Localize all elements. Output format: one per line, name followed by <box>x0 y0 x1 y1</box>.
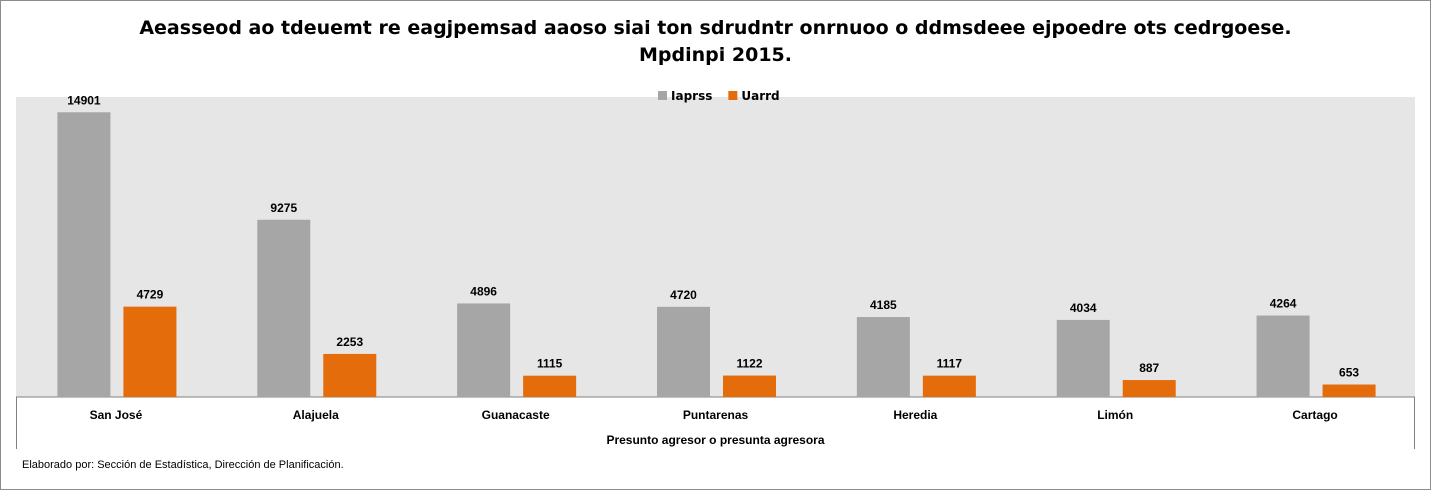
bar-1-2 <box>523 375 577 397</box>
bar-1-6 <box>1322 384 1376 397</box>
data-label-0-5: 4034 <box>1070 301 1097 315</box>
bar-0-3 <box>657 306 710 397</box>
data-label-0-6: 4264 <box>1270 297 1297 311</box>
bar-1-3 <box>723 375 776 397</box>
legend-label-0: Iaprss <box>671 89 712 103</box>
bar-1-0 <box>123 306 177 397</box>
data-label-0-3: 4720 <box>670 288 697 302</box>
bar-0-2 <box>457 303 511 397</box>
x-tick-label-4: Heredia <box>893 408 937 422</box>
data-label-0-0: 14901 <box>67 93 101 107</box>
data-label-1-5: 887 <box>1139 361 1159 375</box>
bar-0-4 <box>856 317 910 397</box>
bar-0-6 <box>1256 315 1310 397</box>
bar-1-5 <box>1122 380 1176 397</box>
data-label-1-0: 4729 <box>137 288 164 302</box>
bar-0-0 <box>57 112 111 397</box>
x-axis-title: Presunto agresor o presunta agresora <box>606 433 824 447</box>
x-tick-label-2: Guanacaste <box>482 408 550 422</box>
data-label-1-1: 2253 <box>336 335 363 349</box>
data-label-0-1: 9275 <box>270 201 297 215</box>
data-label-0-4: 4185 <box>870 298 897 312</box>
bar-1-4 <box>922 375 976 397</box>
legend-swatch-0 <box>658 91 667 100</box>
legend-label-1: Uarrd <box>741 89 779 103</box>
x-tick-label-0: San José <box>90 408 143 422</box>
data-label-1-2: 1115 <box>537 357 563 371</box>
data-label-1-4: 1117 <box>937 357 963 371</box>
bar-1-1 <box>323 353 377 397</box>
data-label-0-2: 4896 <box>470 284 497 298</box>
footer-credit: Elaborado por: Sección de Estadística, D… <box>22 459 344 471</box>
plot-area <box>16 97 1415 397</box>
bar-0-1 <box>257 219 311 397</box>
x-tick-label-6: Cartago <box>1292 408 1337 422</box>
x-tick-label-5: Limón <box>1097 408 1133 422</box>
chart-subtitle: Mpdinpi 2015. <box>639 44 792 66</box>
x-tick-label-1: Alajuela <box>293 408 339 422</box>
chart-title: Aeasseod ao tdeuemt re eagjpemsad aaoso … <box>139 17 1292 39</box>
bar-0-5 <box>1056 319 1110 397</box>
x-tick-label-3: Puntarenas <box>683 408 749 422</box>
data-label-1-6: 653 <box>1339 366 1359 380</box>
legend-swatch-1 <box>728 91 738 100</box>
data-label-1-3: 1122 <box>736 357 762 371</box>
